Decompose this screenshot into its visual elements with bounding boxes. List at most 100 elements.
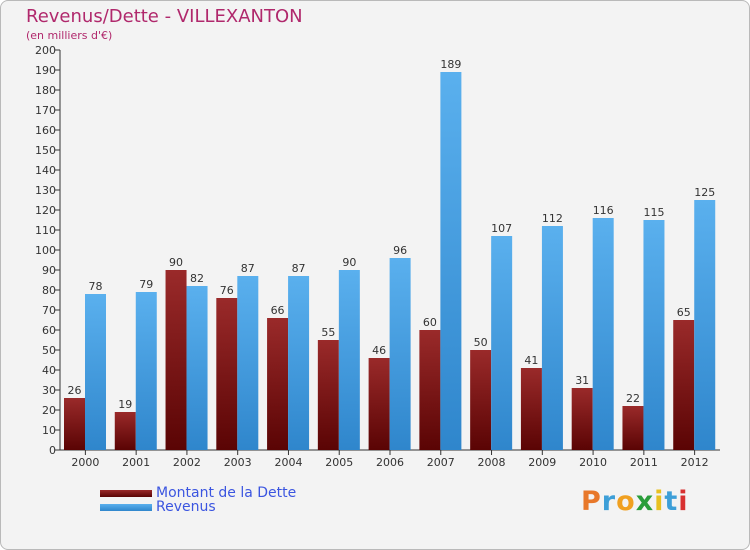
revenue-bar [491, 236, 513, 450]
debt-data-label: 90 [169, 256, 183, 269]
debt-bar [64, 398, 85, 450]
y-tick-label: 0 [49, 444, 56, 457]
revenue-data-label: 116 [593, 204, 614, 217]
revenue-data-label: 96 [393, 244, 407, 257]
proxiti-logo: Proxiti [581, 486, 689, 517]
debt-data-label: 60 [423, 316, 437, 329]
x-tick-label: 2000 [71, 456, 99, 469]
y-tick-label: 70 [42, 304, 56, 317]
brand-letter: r [601, 486, 617, 517]
x-tick-label: 2004 [274, 456, 302, 469]
y-tick-label: 60 [42, 324, 56, 337]
y-tick-label: 80 [42, 284, 56, 297]
x-tick-label: 2005 [325, 456, 353, 469]
brand-letter: P [581, 486, 602, 517]
legend-label-debt: Montant de la Dette [156, 485, 297, 501]
x-tick-label: 2011 [630, 456, 658, 469]
x-tick-label: 2001 [122, 456, 150, 469]
revenue-data-label: 87 [292, 262, 306, 275]
revenue-data-label: 115 [643, 206, 664, 219]
chart-subtitle: (en milliers d'€) [26, 29, 113, 42]
debt-bar [368, 358, 390, 450]
y-tick-label: 10 [42, 424, 56, 437]
revenue-bar [135, 292, 157, 450]
debt-data-label: 76 [220, 284, 234, 297]
y-tick-label: 40 [42, 364, 56, 377]
y-tick-label: 170 [35, 104, 56, 117]
y-tick-label: 30 [42, 384, 56, 397]
revenue-bar [643, 220, 665, 450]
y-tick-label: 200 [35, 44, 56, 57]
y-tick-label: 150 [35, 144, 56, 157]
revenue-bar [389, 258, 411, 450]
debt-bar [317, 340, 339, 450]
brand-letter: o [616, 486, 636, 517]
debt-bar [520, 368, 542, 450]
x-tick-label: 2006 [376, 456, 404, 469]
y-tick-label: 110 [35, 224, 56, 237]
revenue-data-label: 125 [694, 186, 715, 199]
debt-bar [622, 406, 644, 450]
debt-data-label: 50 [474, 336, 488, 349]
brand-letter: x [635, 486, 655, 517]
debt-data-label: 65 [677, 306, 691, 319]
x-tick-label: 2009 [528, 456, 556, 469]
brand-letter: i [654, 486, 665, 517]
revenue-bar [592, 218, 614, 450]
y-tick-label: 190 [35, 64, 56, 77]
debt-data-label: 46 [372, 344, 386, 357]
legend-swatch-debt [100, 490, 152, 497]
y-tick-label: 130 [35, 184, 56, 197]
y-tick-label: 180 [35, 84, 56, 97]
brand-letter: t [664, 486, 679, 517]
y-tick-label: 90 [42, 264, 56, 277]
revenue-data-label: 87 [241, 262, 255, 275]
legend-label-revenue: Revenus [156, 499, 216, 515]
y-tick-label: 50 [42, 344, 56, 357]
revenue-data-label: 112 [542, 212, 563, 225]
debt-data-label: 19 [118, 398, 132, 411]
debt-data-label: 55 [321, 326, 335, 339]
revenue-data-label: 78 [89, 280, 103, 293]
revenue-data-label: 79 [139, 278, 153, 291]
debt-bar [267, 318, 289, 450]
x-tick-label: 2012 [681, 456, 709, 469]
revenue-bar [541, 226, 563, 450]
revenue-bar [440, 72, 462, 450]
debt-data-label: 66 [271, 304, 285, 317]
debt-bar [673, 320, 695, 450]
x-tick-label: 2007 [427, 456, 455, 469]
revenue-bar [186, 286, 208, 450]
debt-bar [419, 330, 441, 450]
x-tick-label: 2003 [224, 456, 252, 469]
debt-data-label: 22 [626, 392, 640, 405]
y-tick-label: 120 [35, 204, 56, 217]
revenue-bar [338, 270, 360, 450]
legend-swatch-revenue [100, 504, 152, 511]
chart-title: Revenus/Dette - VILLEXANTON [26, 6, 303, 27]
y-tick-label: 100 [35, 244, 56, 257]
y-tick-label: 160 [35, 124, 56, 137]
debt-bar [571, 388, 593, 450]
debt-bar [470, 350, 492, 450]
debt-bar [216, 298, 238, 450]
x-tick-label: 2010 [579, 456, 607, 469]
revenue-data-label: 107 [491, 222, 512, 235]
revenue-bar [237, 276, 259, 450]
debt-data-label: 41 [524, 354, 538, 367]
revenue-data-label: 90 [342, 256, 356, 269]
x-tick-label: 2008 [478, 456, 506, 469]
debt-bar [114, 412, 136, 450]
revenue-bar [288, 276, 310, 450]
debt-data-label: 31 [575, 374, 589, 387]
brand-letter: i [678, 486, 689, 517]
y-tick-label: 140 [35, 164, 56, 177]
x-tick-label: 2002 [173, 456, 201, 469]
revenue-data-label: 82 [190, 272, 204, 285]
revenue-data-label: 189 [440, 58, 461, 71]
debt-data-label: 26 [68, 384, 82, 397]
revenue-bar [85, 294, 106, 450]
debt-bar [165, 270, 187, 450]
